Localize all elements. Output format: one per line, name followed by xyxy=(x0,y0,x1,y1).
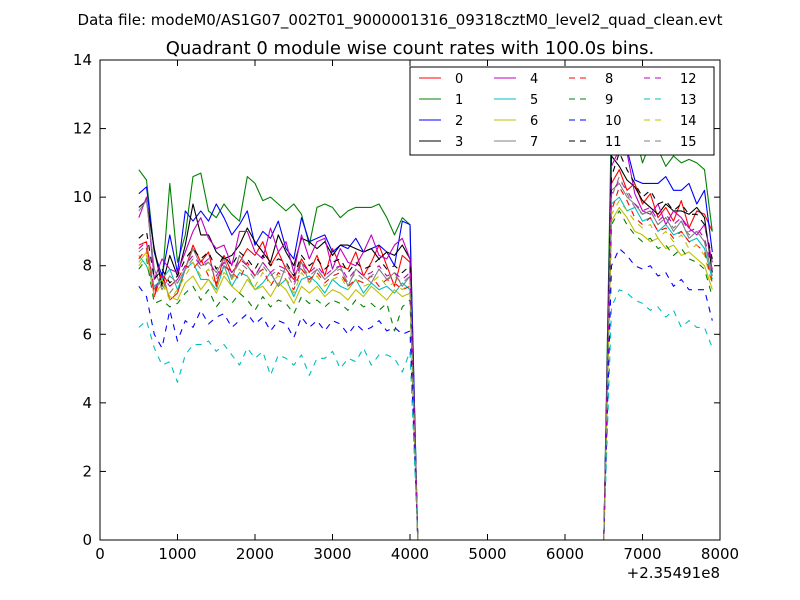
legend-label-12: 12 xyxy=(680,72,697,87)
legend-label-10: 10 xyxy=(605,114,622,129)
x-tick-label: 3000 xyxy=(313,545,351,563)
legend-label-1: 1 xyxy=(455,93,463,108)
x-tick-label: 0 xyxy=(95,545,105,563)
legend-frame xyxy=(409,66,715,156)
ticks-layer: 0 1000 2000 3000 4000 5000 6000 7000 80000246810… xyxy=(73,51,739,563)
x-tick-label: 1000 xyxy=(158,545,196,563)
x-tick-label: 6000 xyxy=(546,545,584,563)
legend-label-5: 5 xyxy=(530,93,538,108)
series-line-9 xyxy=(138,210,713,541)
legend-label-0: 0 xyxy=(455,72,463,87)
x-tick-label: 8000 xyxy=(701,545,739,563)
legend-label-4: 4 xyxy=(530,72,538,87)
y-tick-label: 4 xyxy=(82,394,92,412)
legend-label-15: 15 xyxy=(680,135,697,150)
x-offset-label: +2.35491e8 xyxy=(627,564,720,582)
legend-label-2: 2 xyxy=(455,114,463,129)
series-line-12 xyxy=(138,179,713,541)
y-tick-label: 2 xyxy=(82,462,92,480)
legend-label-9: 9 xyxy=(605,93,613,108)
y-tick-label: 10 xyxy=(73,188,92,206)
y-tick-label: 8 xyxy=(82,257,92,275)
legend-label-11: 11 xyxy=(605,135,622,150)
x-tick-label: 2000 xyxy=(236,545,274,563)
y-tick-label: 0 xyxy=(82,531,92,549)
chart-suptitle: Data file: modeM0/AS1G07_002T01_90000013… xyxy=(78,11,723,30)
legend-label-6: 6 xyxy=(530,114,538,129)
x-tick-label: 4000 xyxy=(391,545,429,563)
y-tick-label: 14 xyxy=(73,51,92,69)
chart-title: Quadrant 0 module wise count rates with … xyxy=(166,38,655,59)
legend-label-8: 8 xyxy=(605,72,613,87)
legend-label-13: 13 xyxy=(680,93,697,108)
legend-label-14: 14 xyxy=(680,114,697,129)
y-tick-label: 6 xyxy=(82,325,92,343)
legend-label-3: 3 xyxy=(455,135,463,150)
x-tick-label: 5000 xyxy=(468,545,506,563)
series-line-10 xyxy=(138,248,713,541)
y-tick-label: 12 xyxy=(73,120,92,138)
x-tick-label: 7000 xyxy=(623,545,661,563)
legend-label-7: 7 xyxy=(530,135,538,150)
